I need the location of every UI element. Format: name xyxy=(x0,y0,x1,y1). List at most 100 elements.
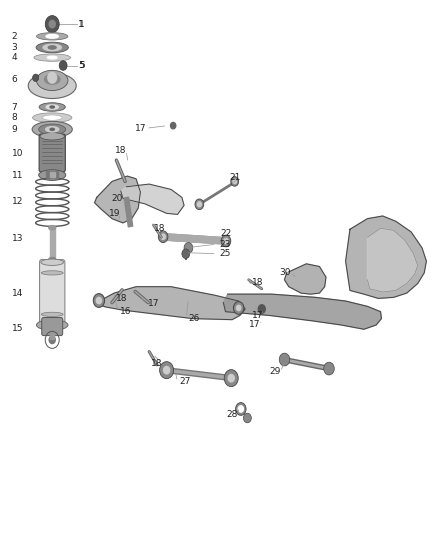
FancyBboxPatch shape xyxy=(39,134,65,172)
Text: 22: 22 xyxy=(220,229,231,238)
Ellipse shape xyxy=(28,73,76,99)
Polygon shape xyxy=(346,216,426,298)
Ellipse shape xyxy=(46,105,58,109)
Text: 18: 18 xyxy=(151,359,163,368)
Ellipse shape xyxy=(40,133,64,140)
Ellipse shape xyxy=(46,127,59,132)
Polygon shape xyxy=(223,294,381,329)
Text: 26: 26 xyxy=(188,313,200,322)
Ellipse shape xyxy=(39,169,66,180)
Text: 18: 18 xyxy=(117,294,128,303)
Ellipse shape xyxy=(39,103,65,111)
Ellipse shape xyxy=(42,115,62,120)
Circle shape xyxy=(258,305,265,313)
FancyBboxPatch shape xyxy=(42,318,63,336)
Ellipse shape xyxy=(50,106,54,108)
Text: 17: 17 xyxy=(249,320,260,329)
Bar xyxy=(50,334,54,339)
Circle shape xyxy=(324,362,334,375)
Ellipse shape xyxy=(49,257,56,262)
Text: 13: 13 xyxy=(12,234,23,243)
Text: 15: 15 xyxy=(12,324,23,333)
Polygon shape xyxy=(367,228,418,292)
Text: 18: 18 xyxy=(154,224,166,233)
Text: 21: 21 xyxy=(230,173,241,182)
Ellipse shape xyxy=(39,124,66,135)
Ellipse shape xyxy=(96,297,102,304)
Circle shape xyxy=(170,123,176,129)
Circle shape xyxy=(49,20,55,28)
Circle shape xyxy=(32,74,39,82)
Circle shape xyxy=(48,72,57,83)
Ellipse shape xyxy=(47,56,57,59)
Circle shape xyxy=(49,336,55,344)
Polygon shape xyxy=(160,233,228,244)
Circle shape xyxy=(279,353,290,366)
Text: 25: 25 xyxy=(219,249,230,259)
Ellipse shape xyxy=(36,33,68,40)
Text: 9: 9 xyxy=(12,125,18,134)
Polygon shape xyxy=(95,176,141,223)
Polygon shape xyxy=(95,287,245,320)
Text: 18: 18 xyxy=(252,278,263,287)
Bar xyxy=(124,197,133,227)
Ellipse shape xyxy=(224,238,228,244)
Text: 20: 20 xyxy=(111,194,123,203)
Ellipse shape xyxy=(237,305,241,311)
Ellipse shape xyxy=(93,294,105,308)
Circle shape xyxy=(228,374,234,382)
Circle shape xyxy=(244,413,251,423)
Polygon shape xyxy=(285,264,326,294)
Text: 5: 5 xyxy=(79,61,85,70)
Circle shape xyxy=(182,249,190,259)
Ellipse shape xyxy=(221,235,231,247)
Text: 17: 17 xyxy=(252,311,263,320)
Circle shape xyxy=(184,243,193,253)
Ellipse shape xyxy=(46,35,58,38)
Ellipse shape xyxy=(45,75,60,84)
Text: 17: 17 xyxy=(148,299,160,308)
Ellipse shape xyxy=(233,179,237,183)
Ellipse shape xyxy=(41,312,63,317)
Circle shape xyxy=(163,367,170,374)
Text: 1: 1 xyxy=(79,20,85,29)
Text: 18: 18 xyxy=(115,146,127,155)
Ellipse shape xyxy=(50,128,54,131)
Ellipse shape xyxy=(195,199,204,209)
Text: 7: 7 xyxy=(12,102,18,111)
Text: 30: 30 xyxy=(279,269,291,277)
Text: 27: 27 xyxy=(180,377,191,386)
Ellipse shape xyxy=(231,176,239,186)
Text: 11: 11 xyxy=(12,171,23,180)
Ellipse shape xyxy=(158,231,168,243)
FancyBboxPatch shape xyxy=(39,260,65,328)
Ellipse shape xyxy=(36,70,68,91)
Ellipse shape xyxy=(34,54,71,61)
Bar xyxy=(46,171,58,177)
Text: 4: 4 xyxy=(12,53,17,62)
Ellipse shape xyxy=(43,44,61,51)
Ellipse shape xyxy=(41,271,63,275)
Ellipse shape xyxy=(36,42,68,53)
Circle shape xyxy=(236,402,246,415)
Ellipse shape xyxy=(198,202,201,207)
Text: 12: 12 xyxy=(12,197,23,206)
Text: 8: 8 xyxy=(12,113,18,122)
Text: 2: 2 xyxy=(12,32,17,41)
Circle shape xyxy=(224,369,238,386)
Ellipse shape xyxy=(48,46,56,49)
Text: 1: 1 xyxy=(78,20,84,29)
Text: 28: 28 xyxy=(227,410,238,419)
Ellipse shape xyxy=(41,259,64,265)
Text: 5: 5 xyxy=(78,61,84,70)
Text: 10: 10 xyxy=(12,149,23,157)
Ellipse shape xyxy=(233,302,244,314)
Text: 29: 29 xyxy=(269,367,281,376)
Circle shape xyxy=(238,406,244,412)
Text: 3: 3 xyxy=(12,43,18,52)
Text: 16: 16 xyxy=(120,307,132,316)
Text: 23: 23 xyxy=(219,240,230,249)
Text: 17: 17 xyxy=(135,124,147,133)
Text: 6: 6 xyxy=(12,75,18,84)
Circle shape xyxy=(159,362,173,378)
